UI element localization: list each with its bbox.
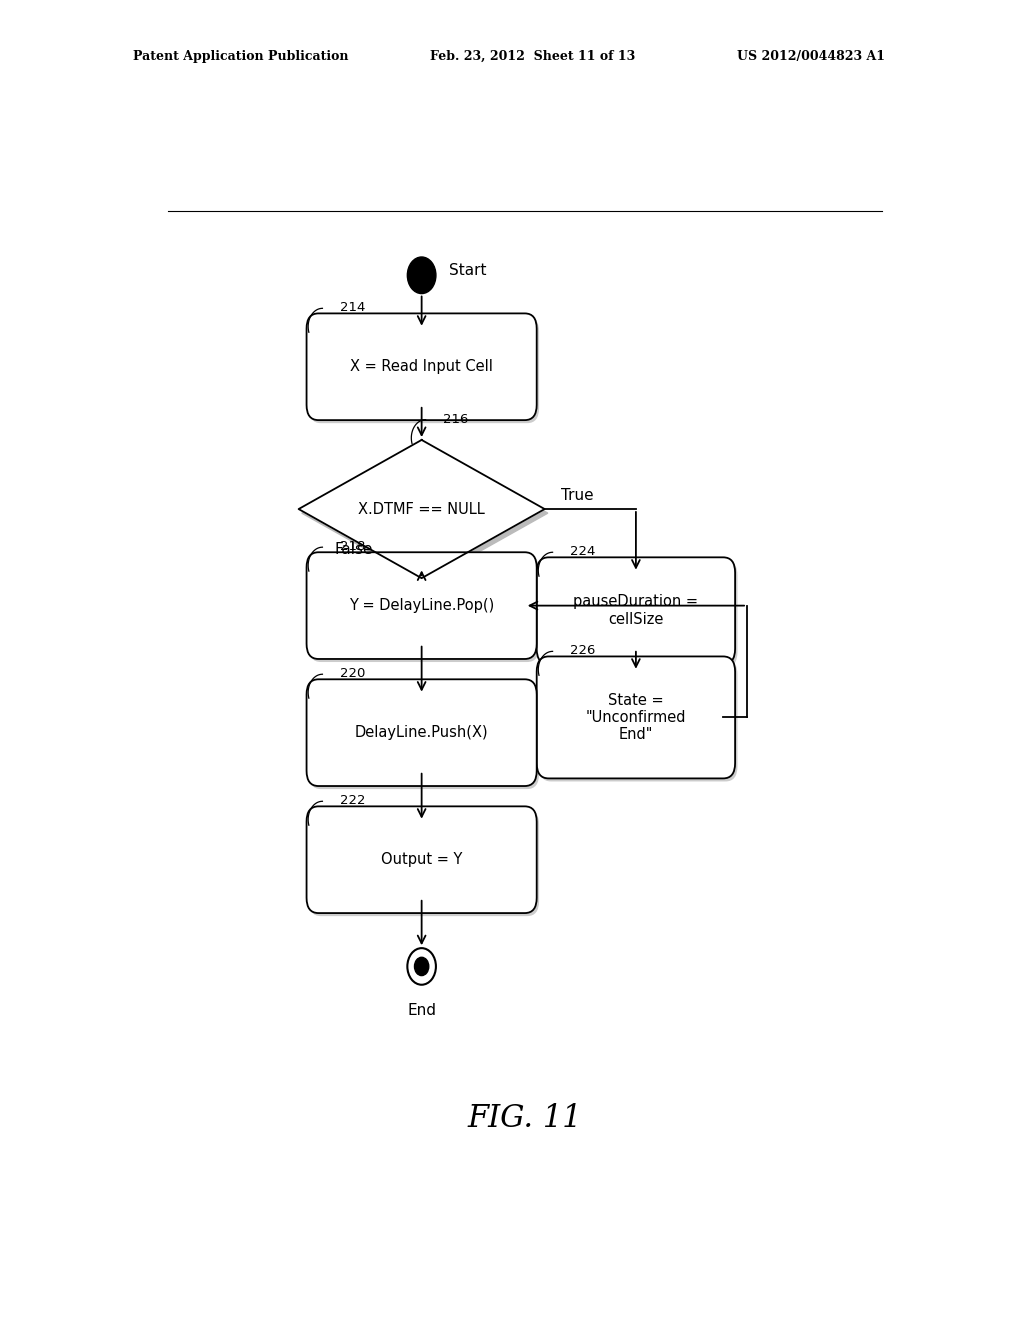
- FancyBboxPatch shape: [309, 556, 539, 663]
- Text: Output = Y: Output = Y: [381, 853, 462, 867]
- Text: State =
"Unconfirmed
End": State = "Unconfirmed End": [586, 693, 686, 742]
- FancyBboxPatch shape: [537, 557, 735, 664]
- Text: FIG. 11: FIG. 11: [468, 1104, 582, 1134]
- Text: Y = DelayLine.Pop(): Y = DelayLine.Pop(): [349, 598, 495, 612]
- FancyBboxPatch shape: [306, 313, 537, 420]
- Text: Start: Start: [450, 263, 486, 277]
- Text: DelayLine.Push(X): DelayLine.Push(X): [355, 725, 488, 741]
- FancyBboxPatch shape: [306, 807, 537, 913]
- Circle shape: [415, 957, 429, 975]
- Text: Patent Application Publication: Patent Application Publication: [133, 50, 348, 63]
- Text: US 2012/0044823 A1: US 2012/0044823 A1: [737, 50, 886, 63]
- Polygon shape: [302, 444, 548, 582]
- Text: 224: 224: [570, 545, 595, 558]
- Text: 216: 216: [443, 413, 468, 426]
- Text: X = Read Input Cell: X = Read Input Cell: [350, 359, 494, 375]
- Text: 220: 220: [340, 668, 366, 680]
- Circle shape: [408, 257, 436, 293]
- Text: End: End: [408, 1003, 436, 1018]
- Text: X.DTMF == NULL: X.DTMF == NULL: [358, 502, 485, 516]
- Text: 222: 222: [340, 795, 366, 808]
- Text: True: True: [560, 488, 593, 503]
- Text: 214: 214: [340, 301, 366, 314]
- FancyBboxPatch shape: [306, 680, 537, 785]
- Text: 218: 218: [340, 540, 366, 553]
- FancyBboxPatch shape: [537, 656, 735, 779]
- Text: pauseDuration =
cellSize: pauseDuration = cellSize: [573, 594, 698, 627]
- Text: Feb. 23, 2012  Sheet 11 of 13: Feb. 23, 2012 Sheet 11 of 13: [430, 50, 635, 63]
- FancyBboxPatch shape: [309, 317, 539, 424]
- FancyBboxPatch shape: [539, 561, 737, 667]
- Text: False: False: [335, 543, 374, 557]
- FancyBboxPatch shape: [309, 682, 539, 789]
- Text: 226: 226: [570, 644, 595, 657]
- FancyBboxPatch shape: [309, 809, 539, 916]
- Polygon shape: [299, 440, 545, 578]
- FancyBboxPatch shape: [306, 552, 537, 659]
- FancyBboxPatch shape: [539, 660, 737, 781]
